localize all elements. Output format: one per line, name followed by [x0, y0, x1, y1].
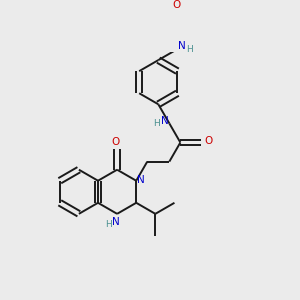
Text: H: H — [105, 220, 112, 230]
Text: N: N — [161, 116, 169, 126]
Text: N: N — [137, 175, 145, 184]
Text: O: O — [112, 137, 120, 147]
Text: O: O — [173, 0, 181, 10]
Text: H: H — [186, 45, 193, 54]
Text: N: N — [178, 41, 186, 51]
Text: O: O — [204, 136, 212, 146]
Text: N: N — [112, 217, 120, 227]
Text: H: H — [153, 119, 160, 128]
